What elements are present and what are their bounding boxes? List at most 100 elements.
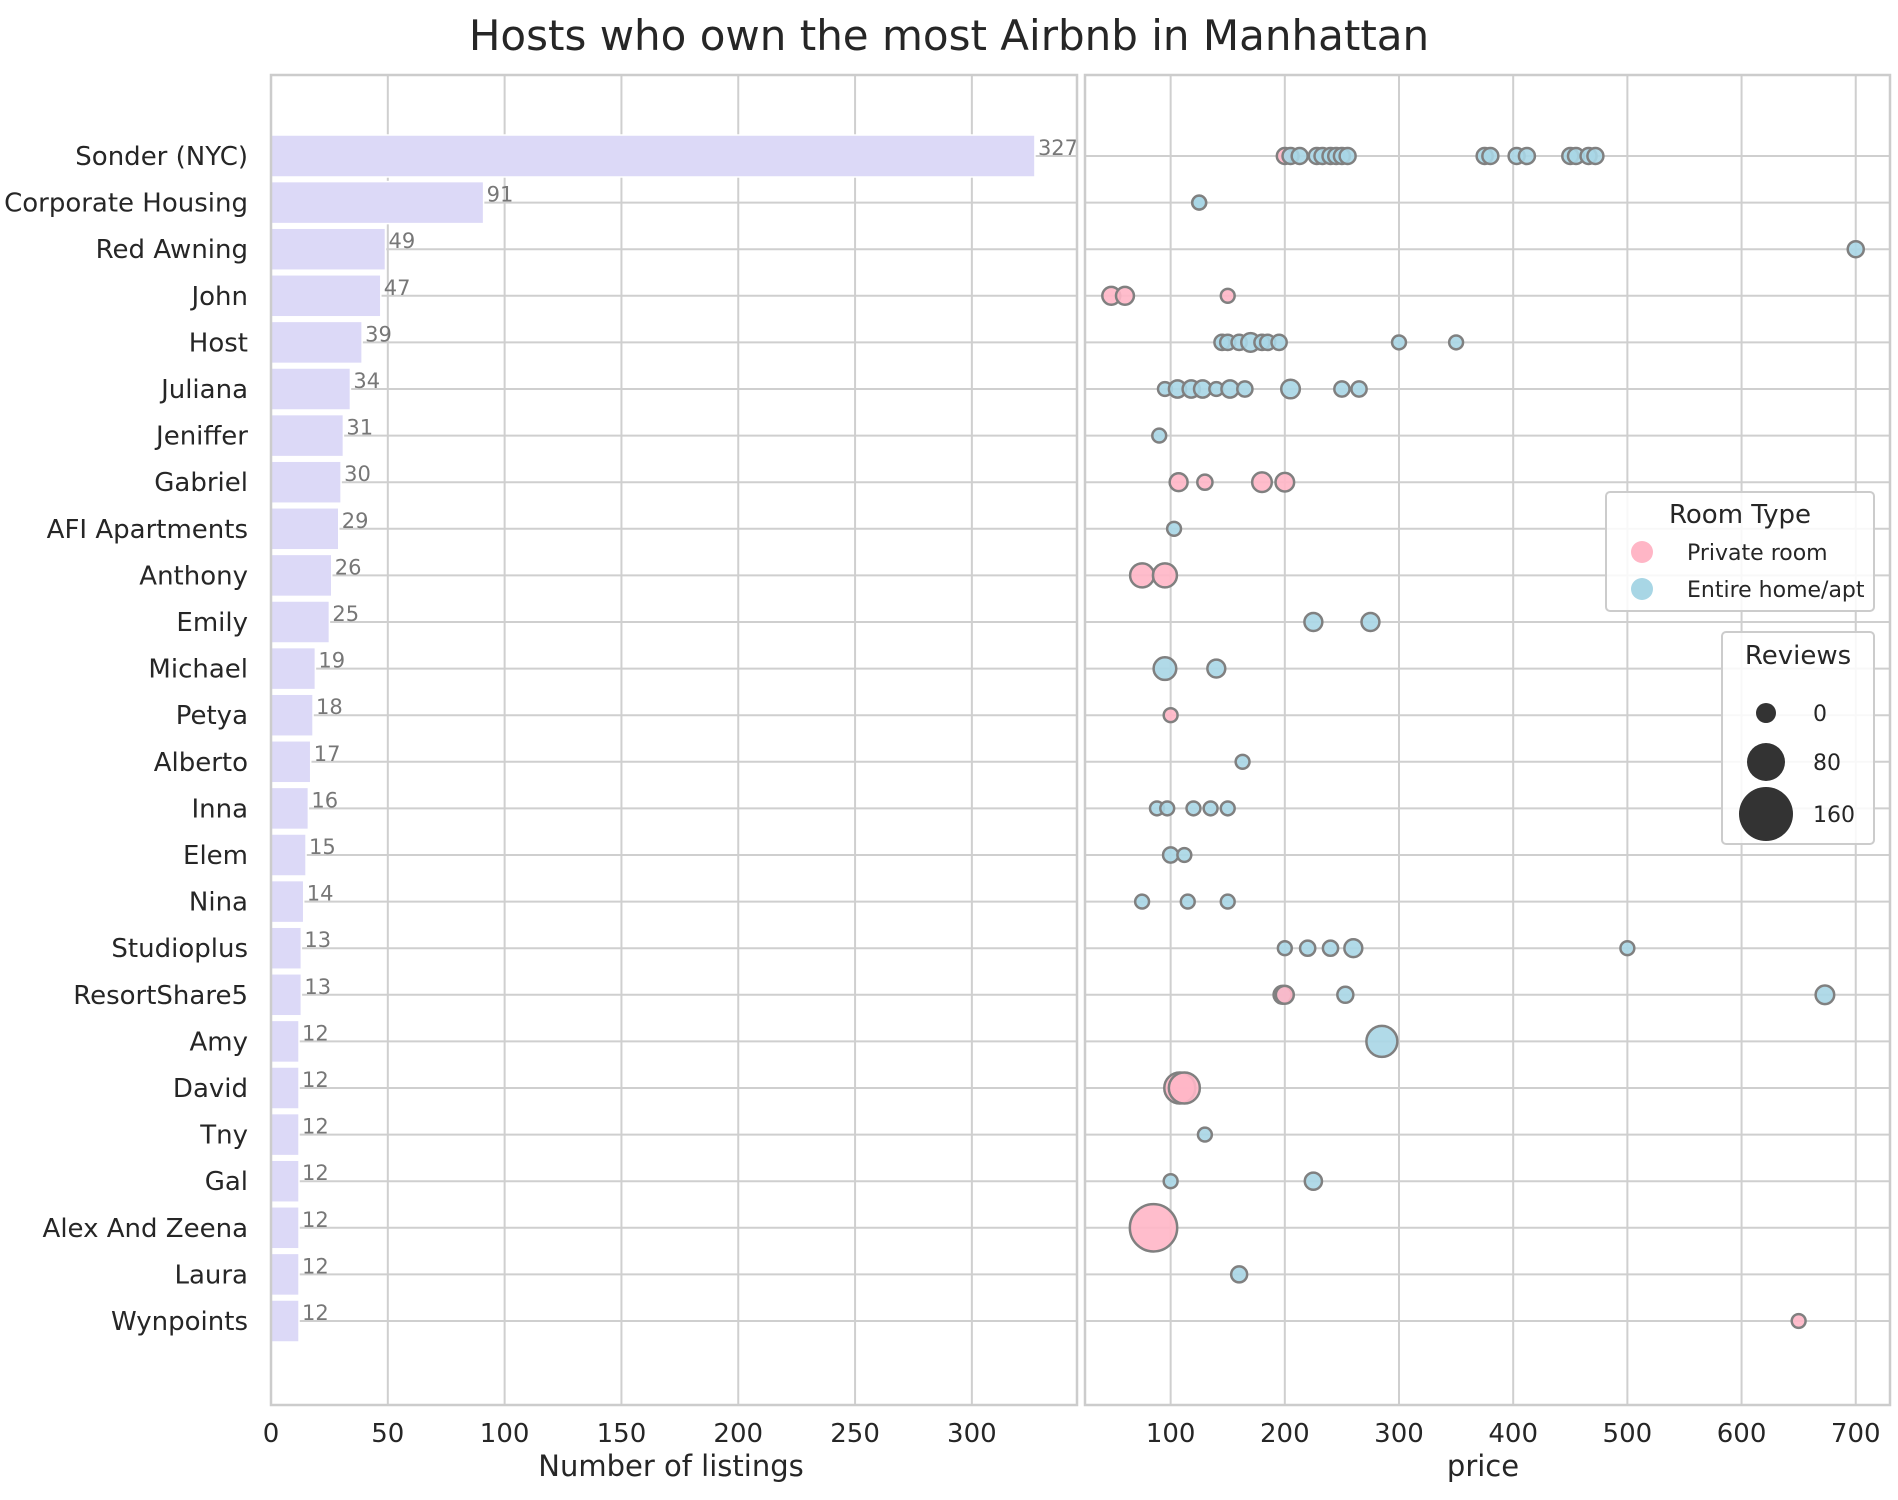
bar-value-label: 49	[388, 229, 415, 253]
price-point	[1167, 1071, 1202, 1105]
host-name-tick-label: Nina	[189, 888, 248, 918]
bar-x-tick-label: 200	[713, 1419, 763, 1449]
price-point	[1219, 800, 1236, 817]
listing-bar	[270, 1066, 300, 1110]
host-name-tick-label: Jeniffer	[154, 422, 248, 452]
chart-title: Hosts who own the most Airbnb in Manhatt…	[469, 11, 1429, 60]
bar-value-label: 12	[302, 1068, 329, 1092]
price-point	[1219, 287, 1236, 304]
listing-bar	[270, 1019, 300, 1064]
scatter-x-tick-label: 700	[1831, 1419, 1881, 1449]
listing-bar	[270, 1252, 300, 1297]
listing-bar	[270, 693, 314, 737]
price-point	[1298, 939, 1317, 958]
price-point	[1343, 938, 1364, 959]
price-point	[1176, 846, 1193, 864]
host-name-tick-label: Red Awning	[96, 235, 248, 265]
price-point	[1274, 984, 1296, 1005]
size-legend-title: Reviews	[1745, 641, 1851, 671]
bar-x-axis-label: Number of listings	[538, 1449, 803, 1483]
bar-value-label: 34	[353, 369, 380, 393]
bar-value-label: 16	[311, 788, 338, 812]
price-point	[1338, 146, 1357, 166]
price-point	[1279, 378, 1302, 400]
scatter-x-axis-label: price	[1447, 1449, 1519, 1483]
price-point	[1619, 940, 1636, 957]
price-point	[1321, 939, 1340, 958]
size-legend-label: 80	[1813, 751, 1841, 776]
listing-bar	[270, 180, 485, 225]
bar-value-label: 26	[335, 555, 362, 579]
price-point	[1303, 611, 1324, 633]
price-point	[1360, 611, 1381, 633]
host-name-tick-label: Amy	[190, 1027, 249, 1057]
listing-bar	[270, 507, 340, 551]
host-name-tick-label: Alex And Zeena	[43, 1214, 248, 1244]
price-point	[1219, 893, 1236, 910]
scatter-x-tick-label: 200	[1260, 1419, 1310, 1449]
price-point	[1333, 380, 1351, 398]
bar-x-tick-label: 0	[263, 1419, 280, 1449]
bar-value-label: 327	[1038, 136, 1078, 160]
room-legend-swatch	[1631, 578, 1653, 600]
room-legend-label: Entire home/apt	[1687, 578, 1865, 603]
scatter-x-tick-label: 400	[1488, 1419, 1538, 1449]
price-point	[1236, 380, 1254, 398]
listing-bar	[270, 1299, 300, 1343]
size-legend-label: 160	[1813, 803, 1855, 828]
bar-value-label: 12	[302, 1301, 329, 1325]
scatter-x-tick-label: 100	[1146, 1419, 1196, 1449]
price-point	[1790, 1312, 1807, 1330]
price-point	[1290, 146, 1309, 166]
host-name-tick-label: Corporate Housing	[4, 189, 248, 219]
price-point	[1350, 380, 1368, 398]
host-name-tick-label: Sonder (NYC)	[75, 142, 248, 172]
room-legend-label: Private room	[1687, 541, 1828, 566]
host-name-tick-label: Alberto	[154, 748, 248, 778]
bar-panel-frame	[269, 73, 1079, 1407]
price-point	[1390, 334, 1408, 351]
room-legend-box	[1605, 491, 1875, 612]
host-name-tick-label: Petya	[176, 701, 248, 731]
host-name-tick-label: Tny	[199, 1121, 248, 1151]
price-point	[1168, 472, 1189, 493]
price-point	[1447, 334, 1465, 351]
price-point	[1365, 1024, 1399, 1059]
host-name-tick-label: Emily	[176, 608, 248, 638]
price-point	[1162, 1173, 1179, 1190]
room-legend-title: Room Type	[1669, 500, 1811, 530]
host-name-tick-label: John	[189, 282, 248, 312]
host-name-tick-label: Host	[189, 328, 248, 358]
bar-value-label: 15	[309, 835, 336, 859]
price-point	[1814, 984, 1836, 1006]
listing-bar	[270, 1159, 300, 1203]
host-name-tick-label: David	[173, 1074, 248, 1104]
listing-bar	[270, 274, 382, 318]
listing-bar	[270, 833, 307, 877]
price-point	[1133, 893, 1151, 910]
listing-bar	[270, 1206, 300, 1250]
host-name-tick-label: Anthony	[139, 561, 248, 591]
price-point	[1162, 707, 1179, 724]
bar-value-label: 13	[304, 975, 331, 999]
bar-value-label: 25	[332, 602, 359, 626]
bar-x-tick-label: 150	[597, 1419, 647, 1449]
price-point	[1161, 846, 1180, 864]
bar-value-label: 29	[342, 509, 369, 533]
price-point	[1152, 656, 1178, 682]
scatter-x-tick-label: 500	[1603, 1419, 1653, 1449]
price-point	[1185, 800, 1202, 817]
price-point	[1202, 800, 1219, 817]
host-name-tick-label: Inna	[191, 794, 248, 824]
room-type-legend: Room Type Private room Entire home/apt	[1605, 491, 1875, 612]
bar-value-label: 12	[302, 1208, 329, 1232]
price-point	[1517, 146, 1537, 166]
bar-value-label: 47	[384, 276, 411, 300]
price-point	[1191, 194, 1208, 211]
listing-bar	[270, 879, 305, 924]
host-name-tick-label: Michael	[148, 655, 248, 685]
size-legend-marker	[1756, 703, 1776, 723]
host-name-tick-label: Laura	[174, 1260, 248, 1290]
price-point	[1229, 1265, 1249, 1284]
bar-value-label: 91	[487, 183, 514, 207]
